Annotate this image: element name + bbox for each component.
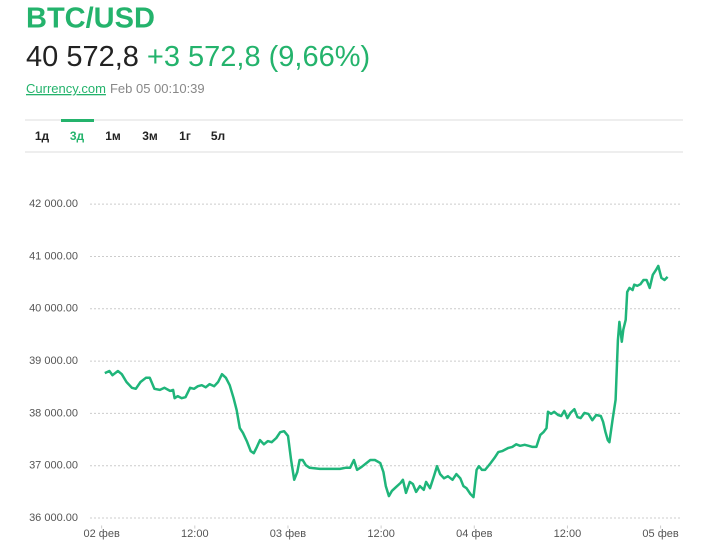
tab[interactable]: 5л — [211, 129, 225, 143]
y-tick-label: 41 000.00 — [29, 250, 78, 262]
y-tick-label: 36 000.00 — [29, 512, 78, 524]
timestamp: Feb 05 00:10:39 — [110, 81, 205, 96]
quote: 40 572,8 +3 572,8 (9,66%) — [26, 41, 370, 73]
change: +3 572,8 (9,66%) — [147, 41, 370, 73]
y-tick-label: 42 000.00 — [29, 198, 78, 210]
x-tick-label: 05 фев — [642, 528, 678, 540]
source-link[interactable]: Currency.com — [26, 81, 106, 96]
x-tick-label: 12:00 — [181, 528, 209, 540]
active-tab-indicator — [61, 119, 94, 122]
y-tick-label: 38 000.00 — [29, 407, 78, 419]
x-tick-label: 02 фев — [83, 528, 119, 540]
tab[interactable]: 3д — [70, 129, 85, 143]
tab[interactable]: 1г — [179, 129, 191, 143]
x-tick-label: 12:00 — [554, 528, 582, 540]
y-tick-label: 40 000.00 — [29, 303, 78, 315]
tab[interactable]: 1д — [35, 129, 50, 143]
y-tick-label: 39 000.00 — [29, 355, 78, 367]
source-line: Currency.com Feb 05 00:10:39 — [26, 81, 205, 96]
tab[interactable]: 1м — [105, 129, 121, 143]
tab[interactable]: 3м — [142, 129, 158, 143]
price-line — [104, 264, 669, 499]
chart-title: BTC/USD — [26, 3, 155, 35]
x-tick-label: 03 фев — [270, 528, 306, 540]
y-tick-label: 37 000.00 — [29, 460, 78, 472]
x-tick-label: 04 фев — [456, 528, 492, 540]
price: 40 572,8 — [26, 41, 139, 73]
x-tick-label: 12:00 — [367, 528, 395, 540]
